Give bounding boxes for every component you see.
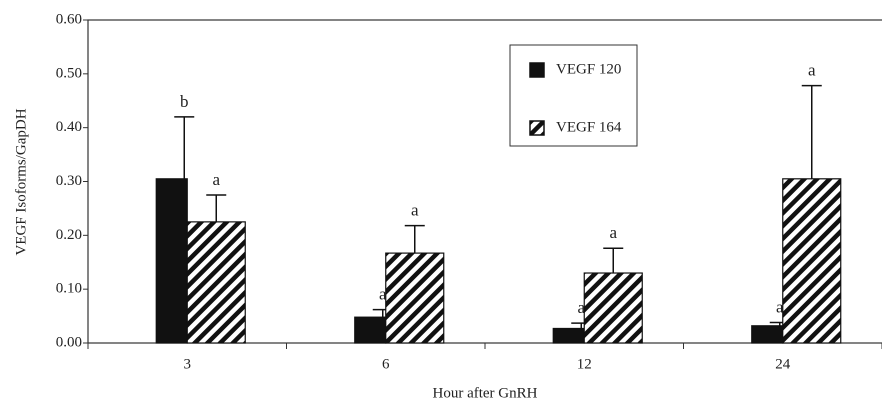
x-axis-label: Hour after GnRH bbox=[433, 385, 538, 401]
significance-letter: a bbox=[212, 170, 220, 189]
bar bbox=[354, 316, 387, 344]
bar bbox=[552, 327, 585, 344]
y-tick-label: 0.60 bbox=[56, 11, 82, 27]
y-tick-label: 0.50 bbox=[56, 65, 82, 81]
y-axis-label: VEGF Isoforms/GapDH bbox=[13, 108, 29, 255]
significance-letter: a bbox=[379, 285, 387, 304]
significance-letter: a bbox=[808, 61, 816, 80]
x-tick-label: 24 bbox=[775, 356, 791, 372]
bar bbox=[782, 178, 842, 344]
significance-letter: a bbox=[577, 298, 585, 317]
legend-label: VEGF 164 bbox=[556, 119, 622, 135]
bar bbox=[186, 221, 246, 344]
legend-swatch bbox=[529, 62, 545, 78]
significance-letter: a bbox=[411, 201, 419, 220]
y-tick-label: 0.10 bbox=[56, 281, 82, 297]
x-tick-label: 6 bbox=[382, 356, 390, 372]
bar bbox=[751, 325, 784, 344]
legend-swatch bbox=[529, 120, 545, 136]
y-tick-label: 0.30 bbox=[56, 173, 82, 189]
significance-letter: b bbox=[180, 92, 189, 111]
x-tick-label: 12 bbox=[577, 356, 592, 372]
x-tick-label: 3 bbox=[184, 356, 192, 372]
legend-label: VEGF 120 bbox=[556, 61, 621, 77]
bar bbox=[385, 252, 445, 344]
bar bbox=[155, 178, 188, 344]
y-tick-label: 0.20 bbox=[56, 227, 82, 243]
significance-letter: a bbox=[776, 297, 784, 316]
bar bbox=[583, 272, 643, 344]
significance-letter: a bbox=[609, 223, 617, 242]
y-tick-label: 0.00 bbox=[56, 334, 82, 350]
y-tick-label: 0.40 bbox=[56, 119, 82, 135]
